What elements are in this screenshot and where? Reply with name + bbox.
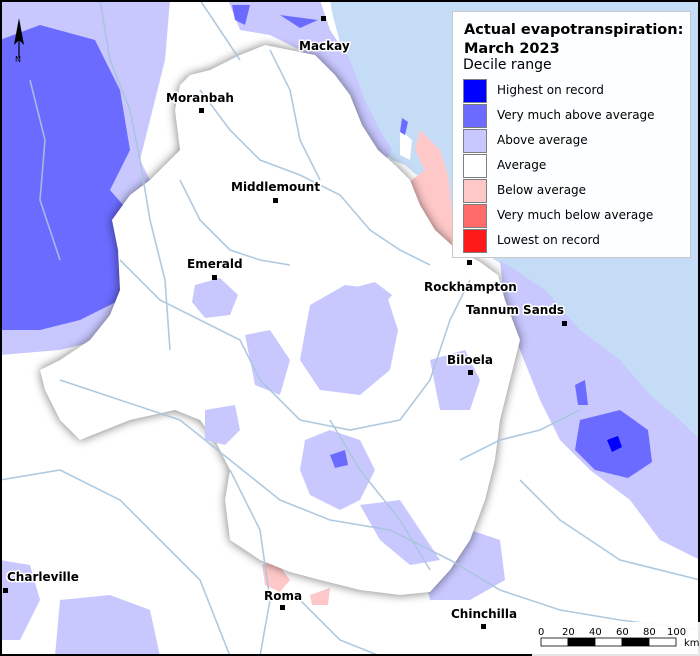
scale-tick-80: 80 — [643, 627, 656, 638]
legend-label: Above average — [497, 133, 588, 147]
legend-title: Actual evapotranspiration: March 2023 — [464, 21, 689, 59]
legend-item-very-much-below: Very much below average — [463, 204, 688, 228]
legend-title-line2: March 2023 — [464, 41, 560, 57]
legend-label: Very much below average — [497, 208, 654, 222]
label-middlemount: Middlemount — [231, 180, 320, 194]
legend-label: Very much above average — [497, 108, 655, 122]
town-markers — [3, 16, 567, 629]
label-mackay: Mackay — [299, 39, 350, 53]
label-moranbah: Moranbah — [166, 91, 234, 105]
legend-swatch — [463, 79, 487, 103]
basin-area — [40, 45, 520, 595]
scale-tick-60: 60 — [616, 627, 629, 638]
legend-swatch — [463, 129, 487, 153]
legend-item-below: Below average — [463, 179, 688, 203]
legend-label: Below average — [497, 183, 587, 197]
scale-bar: 0 20 40 60 80 100 km — [532, 622, 700, 656]
legend-label: Average — [497, 158, 547, 172]
legend-item-lowest: Lowest on record — [463, 229, 688, 253]
north-arrow-label: N — [15, 55, 21, 64]
label-emerald: Emerald — [187, 257, 243, 271]
label-biloela: Biloela — [447, 353, 493, 367]
legend-label: Highest on record — [497, 83, 604, 97]
legend-swatch — [463, 104, 487, 128]
legend-swatch — [463, 154, 487, 178]
label-rockhampton: Rockhampton — [424, 280, 517, 294]
legend-item-average: Average — [463, 154, 688, 178]
legend-swatch — [463, 204, 487, 228]
scale-tick-0: 0 — [538, 627, 544, 638]
legend: Actual evapotranspiration: March 2023 De… — [452, 11, 691, 258]
town-labels: Mackay Moranbah Middlemount Emerald Rock… — [6, 38, 566, 623]
scale-tick-40: 40 — [589, 627, 602, 638]
legend-label: Lowest on record — [497, 233, 600, 247]
scale-tick-100: 100 — [667, 627, 686, 638]
label-roma: Roma — [264, 589, 302, 603]
legend-swatch — [463, 229, 487, 253]
legend-swatch — [463, 179, 487, 203]
legend-item-highest: Highest on record — [463, 79, 688, 103]
scale-tick-20: 20 — [562, 627, 575, 638]
label-tannum-sands: Tannum Sands — [466, 303, 564, 317]
basin-anomaly-areas — [192, 278, 480, 565]
legend-subtitle: Decile range — [463, 57, 552, 73]
legend-item-very-much-above: Very much above average — [463, 104, 688, 128]
north-arrow: N — [14, 18, 24, 64]
legend-title-line1: Actual evapotranspiration: — [464, 22, 684, 38]
label-charleville: Charleville — [7, 570, 79, 584]
scale-unit: km — [684, 638, 700, 649]
label-chinchilla: Chinchilla — [451, 607, 517, 621]
legend-item-above: Above average — [463, 129, 688, 153]
